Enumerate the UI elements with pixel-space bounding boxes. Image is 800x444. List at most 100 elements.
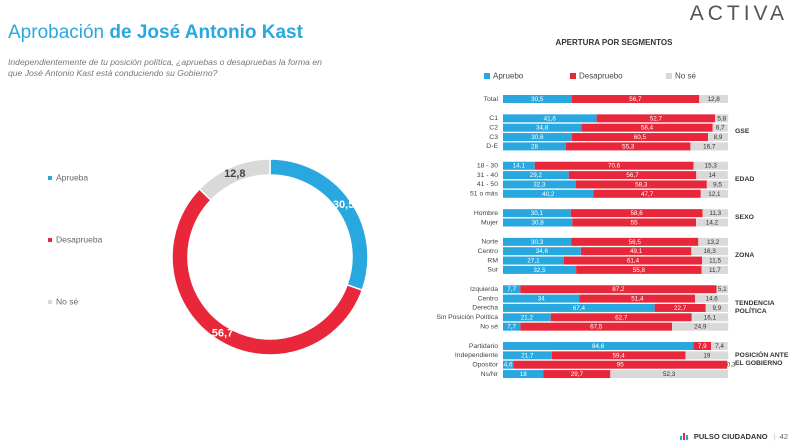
bar-value-label: 27,1 <box>527 258 540 265</box>
bar-value-label: 12,1 <box>708 191 721 198</box>
bar-value-label: 22,7 <box>674 305 687 312</box>
bar-segment <box>572 218 697 227</box>
category-label: 41 - 50 <box>477 181 498 188</box>
bar-value-label: 32,5 <box>533 267 546 274</box>
bar-segment <box>691 313 728 322</box>
bar-segment <box>503 114 597 123</box>
legend-swatch <box>570 73 576 79</box>
bar-segment <box>685 351 729 360</box>
bar-value-label: 34,6 <box>536 248 549 255</box>
bar-segment <box>503 161 535 170</box>
bar-value-label: 55,3 <box>622 143 635 150</box>
title-lead: Aprobación <box>8 22 105 43</box>
category-label: 51 o más <box>470 191 499 198</box>
category-label: Derecha <box>472 305 498 312</box>
bar-segment <box>715 114 729 123</box>
bar-value-label: 30,1 <box>531 210 544 217</box>
donut-slice <box>269 158 369 292</box>
bar-value-label: 21,7 <box>521 352 534 359</box>
category-label: Sur <box>487 267 498 274</box>
bar-segment <box>568 171 697 180</box>
bar-segment <box>716 285 728 294</box>
bar-value-label: 14,2 <box>706 219 719 226</box>
bar-segment <box>503 123 582 132</box>
bar-value-label: 7,9 <box>698 343 707 350</box>
bar-segment <box>706 180 729 189</box>
bar-value-label: 60,5 <box>634 134 647 141</box>
bar-value-label: 16,1 <box>704 314 717 321</box>
category-label: Norte <box>481 239 498 246</box>
bar-value-label: 7,7 <box>507 286 516 293</box>
bar-segment <box>593 189 701 198</box>
bar-segment <box>576 265 702 274</box>
segment-label: GSE <box>735 128 750 136</box>
donut-slice <box>171 187 364 356</box>
donut-label: 30,5 <box>333 199 354 211</box>
bar-value-label: 55,8 <box>633 267 646 274</box>
bar-segment <box>672 322 729 331</box>
category-label: Izquierda <box>470 286 498 293</box>
legend-label: Apruebo <box>493 72 524 81</box>
category-label: Partidario <box>469 343 498 350</box>
bar-value-label: 11,7 <box>709 267 721 274</box>
bar-segment <box>503 360 514 369</box>
legend-label: Desapruebo <box>579 72 623 81</box>
category-label: Independiente <box>455 352 498 359</box>
bar-value-label: 14,6 <box>705 296 718 303</box>
legend-swatch <box>48 300 52 304</box>
bar-value-label: 8,9 <box>714 134 723 141</box>
bar-value-label: 7,4 <box>715 343 724 350</box>
segment-label: SEXO <box>735 213 754 221</box>
bar-segment <box>581 123 713 132</box>
bar-value-label: 87,2 <box>612 286 625 293</box>
bar-value-label: 11,5 <box>709 258 721 265</box>
bar-segment <box>563 256 703 265</box>
bar-segment <box>727 360 728 369</box>
bar-value-label: 41,6 <box>544 115 557 122</box>
bar-segment <box>503 342 694 350</box>
title: Aprobación de José Antonio Kast <box>8 22 303 44</box>
bar-value-label: 58,6 <box>631 210 644 217</box>
bar-value-label: 6,7 <box>716 125 725 132</box>
segment-label: POSICIÓN ANTE EL GOBIERNO <box>735 352 789 368</box>
bar-value-label: 56,7 <box>626 172 639 179</box>
bar-segment <box>503 351 552 360</box>
bar-value-label: 12,8 <box>707 96 720 103</box>
category-label: Sin Posición Política <box>436 314 498 321</box>
bar-value-label: 30,3 <box>531 239 544 246</box>
bar-segment <box>503 218 573 227</box>
bar-value-label: 16,3 <box>704 248 717 255</box>
bar-value-label: 67,5 <box>590 324 603 331</box>
bar-segment <box>503 265 577 274</box>
bar-segment <box>580 247 692 256</box>
bar-value-label: 16,7 <box>703 143 716 150</box>
category-label: C1 <box>489 115 498 122</box>
bar-segment <box>503 370 544 379</box>
bar-value-label: 47,7 <box>641 191 654 198</box>
bar-segment <box>698 237 728 246</box>
category-label: Ns/Nr <box>481 371 499 378</box>
legend-swatch <box>48 176 52 180</box>
bar-segment <box>702 209 728 218</box>
bar-value-label: 9,5 <box>713 181 722 188</box>
bar-segment <box>695 294 728 303</box>
bar-value-label: 52,7 <box>650 115 663 122</box>
category-label: D-E <box>486 143 498 150</box>
category-label: Opositor <box>472 361 498 368</box>
subtitle: Independientemente de tu posición políti… <box>8 57 322 78</box>
bar-segment <box>707 133 728 142</box>
legend-label: Aprueba <box>56 172 88 182</box>
bar-segment <box>571 95 700 103</box>
bar-value-label: 62,7 <box>615 314 628 321</box>
bar-value-label: 11,3 <box>709 210 721 217</box>
bar-segment <box>571 133 708 142</box>
bar-value-label: 0,3 <box>727 362 736 369</box>
bar-segment <box>503 303 655 312</box>
bar-value-label: 70,6 <box>608 163 621 170</box>
footer-brand: PULSO CIUDADANO <box>693 432 768 441</box>
bar-segment <box>702 256 728 265</box>
bar-segment <box>712 123 728 132</box>
bar-value-label: 30,5 <box>531 96 544 103</box>
bar-value-label: 51,4 <box>631 296 644 303</box>
bar-value-label: 32,3 <box>533 181 546 188</box>
